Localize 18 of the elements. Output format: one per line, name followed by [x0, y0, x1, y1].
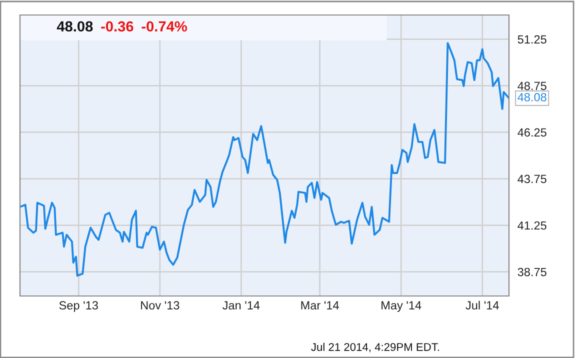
y-tick-label: 46.25 — [518, 128, 546, 137]
line-series — [20, 42, 509, 277]
x-tick-label: May '14 — [382, 301, 422, 312]
x-tick-label: Nov '13 — [141, 301, 180, 310]
y-tick-label: 38.75 — [518, 268, 546, 276]
annotation: -0.36 — [101, 21, 134, 32]
x-tick-label: Jul '14 — [466, 300, 499, 310]
annotation: 48.08 — [56, 21, 93, 32]
y-tick-label: 43.75 — [518, 174, 546, 184]
text: Jul 21 2014, 4:29PM EDT. — [311, 342, 439, 352]
x-tick-label: Jan '14 — [222, 301, 260, 310]
annotation: 48.08 — [518, 92, 546, 102]
annotation: -0.74% — [142, 21, 187, 32]
y-tick-label: 41.25 — [518, 221, 546, 230]
y-tick-label: 51.25 — [518, 35, 546, 44]
y-tick-label: 48.75 — [518, 82, 546, 90]
x-tick-label: Sep '13 — [59, 301, 98, 312]
x-tick-label: Mar '14 — [301, 301, 339, 310]
